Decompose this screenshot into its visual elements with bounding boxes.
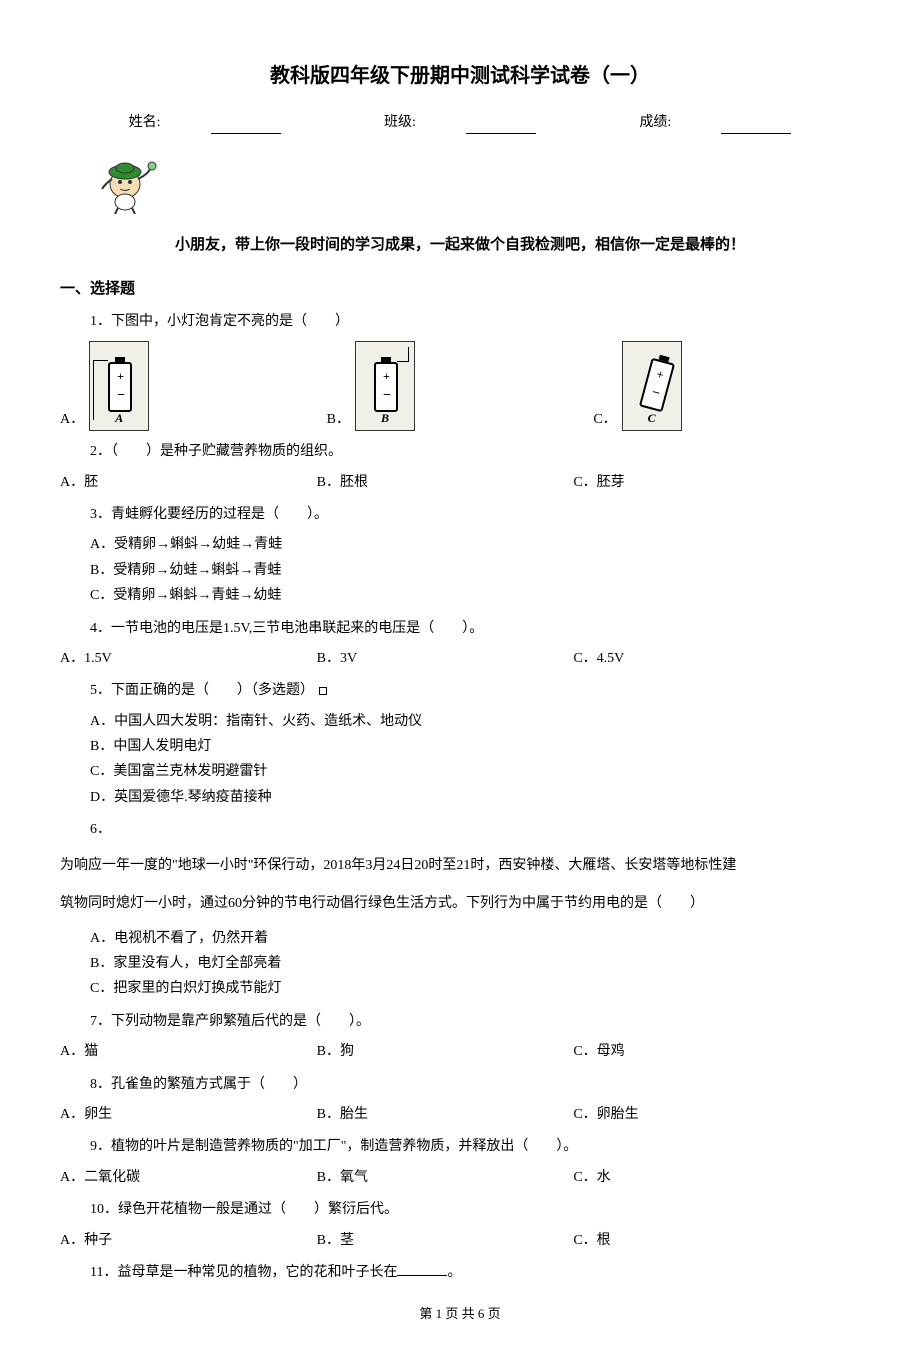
q5-opt-c: C．美国富兰克林发明避雷针 [90,761,860,783]
student-info-line: 姓名: 班级: 成绩: [60,112,860,134]
section-1-title: 一、选择题 [60,277,860,301]
q1-option-b: B． +− B [327,341,594,431]
q1-option-a: A． +− A [60,341,327,431]
name-label: 姓名: [129,115,161,130]
q3-opt-b: B．受精卵→幼蛙→蝌蚪→青蛙 [90,560,860,582]
q4-opt-a: A．1.5V [60,648,347,670]
class-field: 班级: [359,115,564,130]
q1-opt-c-label: C． [593,409,616,431]
q6-para2: 筑物同时熄灯一小时，通过60分钟的节电行动倡行绿色生活方式。下列行为中属于节约用… [60,890,860,918]
question-6: 6． [60,819,860,841]
question-5: 5．下面正确的是（ ）（多选题） A．中国人四大发明：指南针、火药、造纸术、地动… [60,680,860,809]
class-blank [466,120,536,134]
question-1: 1．下图中，小灯泡肯定不亮的是（ ） A． +− A B． +− B C． +−… [60,311,860,431]
q7-opt-b: B．狗 [317,1041,604,1063]
question-9: 9．植物的叶片是制造营养物质的"加工厂"，制造营养物质，并释放出（ ）。 A．二… [60,1136,860,1189]
score-blank [721,120,791,134]
circuit-diagram-a: +− A [89,341,149,431]
q2-opt-b: B．胚根 [317,472,604,494]
q10-opt-c: C．根 [573,1230,860,1252]
q8-opt-b: B．胎生 [317,1104,604,1126]
class-label: 班级: [384,115,416,130]
circuit-diagram-c: +− C [622,341,682,431]
q5-text: 5．下面正确的是（ ）（多选题） [90,680,860,702]
q11-before: 11．益母草是一种常见的植物，它的花和叶子长在 [90,1265,397,1280]
q6-text: 6． [90,819,860,841]
q3-opt-c: C．受精卵→蝌蚪→青蛙→幼蛙 [90,585,860,607]
question-11: 11．益母草是一种常见的植物，它的花和叶子长在 。 [60,1262,860,1284]
q7-opt-a: A．猫 [60,1041,347,1063]
q10-text: 10．绿色开花植物一般是通过（ ）繁衍后代。 [90,1199,860,1221]
square-marker-icon [319,687,327,695]
cartoon-icon [90,154,860,222]
q9-text: 9．植物的叶片是制造营养物质的"加工厂"，制造营养物质，并释放出（ ）。 [90,1136,860,1158]
q10-opt-a: A．种子 [60,1230,347,1252]
q7-opt-c: C．母鸡 [573,1041,860,1063]
q3-opt-a: A．受精卵→蝌蚪→幼蛙→青蛙 [90,534,860,556]
q6-para1: 为响应一年一度的"地球一小时"环保行动，2018年3月24日20时至21时，西安… [60,852,860,880]
q2-opt-c: C．胚芽 [573,472,860,494]
q7-text: 7．下列动物是靠产卵繁殖后代的是（ ）。 [90,1011,860,1033]
q4-opt-b: B．3V [317,648,604,670]
page-footer: 第 1 页 共 6 页 [60,1304,860,1325]
q8-opt-a: A．卵生 [60,1104,347,1126]
name-field: 姓名: [104,115,309,130]
q9-opt-a: A．二氧化碳 [60,1167,347,1189]
q2-text: 2．（ ）是种子贮藏营养物质的组织。 [90,441,860,463]
encouragement-text: 小朋友，带上你一段时间的学习成果，一起来做个自我检测吧，相信你一定是最棒的！ [60,233,860,257]
question-7: 7．下列动物是靠产卵繁殖后代的是（ ）。 A．猫 B．狗 C．母鸡 [60,1011,860,1064]
score-label: 成绩: [639,115,671,130]
q4-text: 4．一节电池的电压是1.5V,三节电池串联起来的电压是（ ）。 [90,618,860,640]
q9-opt-c: C．水 [573,1167,860,1189]
q5-opt-a: A．中国人四大发明：指南针、火药、造纸术、地动仪 [90,711,860,733]
question-3: 3．青蛙孵化要经历的过程是（ ）。 A．受精卵→蝌蚪→幼蛙→青蛙 B．受精卵→幼… [60,504,860,608]
q10-opt-b: B．茎 [317,1230,604,1252]
q6-opt-b: B．家里没有人，电灯全部亮着 [90,953,860,975]
q9-opt-b: B．氧气 [317,1167,604,1189]
circuit-b-label: B [381,409,389,428]
q11-blank [397,1262,447,1276]
circuit-c-label: C [648,409,656,428]
circuit-diagram-b: +− B [355,341,415,431]
q4-opt-c: C．4.5V [573,648,860,670]
q1-text: 1．下图中，小灯泡肯定不亮的是（ ） [90,311,860,333]
q11-after: 。 [447,1265,461,1280]
question-10: 10．绿色开花植物一般是通过（ ）繁衍后代。 A．种子 B．茎 C．根 [60,1199,860,1252]
q1-opt-b-label: B． [327,409,350,431]
q8-text: 8．孔雀鱼的繁殖方式属于（ ） [90,1074,860,1096]
circuit-a-label: A [115,409,123,428]
question-8: 8．孔雀鱼的繁殖方式属于（ ） A．卵生 B．胎生 C．卵胎生 [60,1074,860,1127]
q6-opt-c: C．把家里的白炽灯换成节能灯 [90,978,860,1000]
question-2: 2．（ ）是种子贮藏营养物质的组织。 A．胚 B．胚根 C．胚芽 [60,441,860,494]
question-4: 4．一节电池的电压是1.5V,三节电池串联起来的电压是（ ）。 A．1.5V B… [60,618,860,671]
q5-opt-d: D．英国爱德华.琴纳疫苗接种 [90,787,860,809]
q6-opt-a: A．电视机不看了，仍然开着 [90,928,860,950]
q5-opt-b: B．中国人发明电灯 [90,736,860,758]
q8-opt-c: C．卵胎生 [573,1104,860,1126]
name-blank [211,120,281,134]
page-title: 教科版四年级下册期中测试科学试卷（一） [60,60,860,92]
q2-opt-a: A．胚 [60,472,347,494]
q1-option-c: C． +− C [593,341,860,431]
q11-text: 11．益母草是一种常见的植物，它的花和叶子长在 。 [90,1262,860,1284]
score-field: 成绩: [614,115,816,130]
q3-text: 3．青蛙孵化要经历的过程是（ ）。 [90,504,860,526]
q1-opt-a-label: A． [60,409,84,431]
